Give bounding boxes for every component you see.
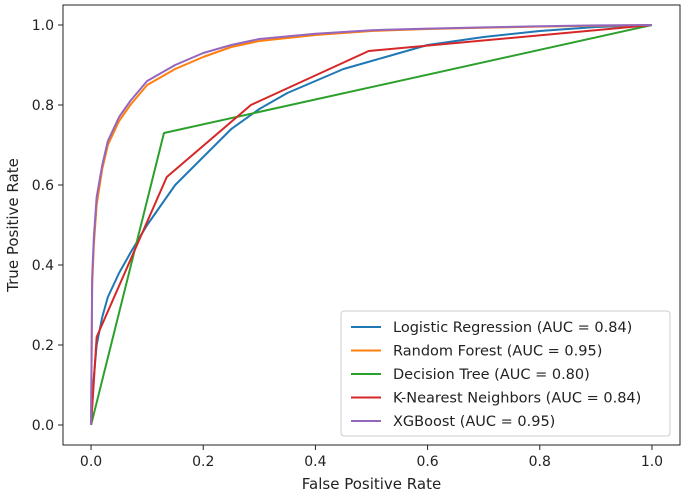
series-layer	[90, 24, 653, 426]
x-tick-label: 0.8	[529, 454, 551, 470]
series-line-4	[90, 24, 652, 426]
y-tick-label: 0.0	[32, 418, 54, 434]
series-line-2	[90, 24, 653, 426]
x-tick-label: 0.0	[80, 454, 102, 470]
legend: Logistic Regression (AUC = 0.84) Random F…	[340, 310, 671, 437]
x-tick-label: 0.2	[192, 454, 214, 470]
y-tick-label: 1.0	[32, 18, 54, 34]
y-tick-label: 0.8	[32, 98, 54, 114]
legend-entry: K-Nearest Neighbors (AUC = 0.84)	[393, 391, 641, 407]
series-line-3	[90, 24, 653, 426]
legend-entry: Random Forest (AUC = 0.95)	[393, 344, 602, 360]
legend-entry: Decision Tree (AUC = 0.80)	[393, 367, 590, 383]
x-axis-label: False Positive Rate	[302, 475, 441, 493]
legend-entry: XGBoost (AUC = 0.95)	[393, 414, 555, 430]
x-axis: 0.0 0.2 0.4 0.6 0.8 1.0	[80, 445, 663, 470]
x-tick-label: 0.6	[416, 454, 438, 470]
x-tick-label: 1.0	[641, 454, 663, 470]
x-tick-label: 0.4	[304, 454, 326, 470]
legend-entry: Logistic Regression (AUC = 0.84)	[393, 320, 632, 336]
y-axis: 0.0 0.2 0.4 0.6 0.8 1.0	[32, 18, 63, 434]
legend-box	[340, 310, 671, 437]
series-line-0	[90, 24, 652, 426]
y-axis-label: True Positive Rate	[4, 158, 22, 293]
y-tick-label: 0.6	[32, 178, 54, 194]
y-tick-label: 0.2	[32, 338, 54, 354]
y-tick-label: 0.4	[32, 258, 54, 274]
plot-frame	[62, 4, 681, 446]
